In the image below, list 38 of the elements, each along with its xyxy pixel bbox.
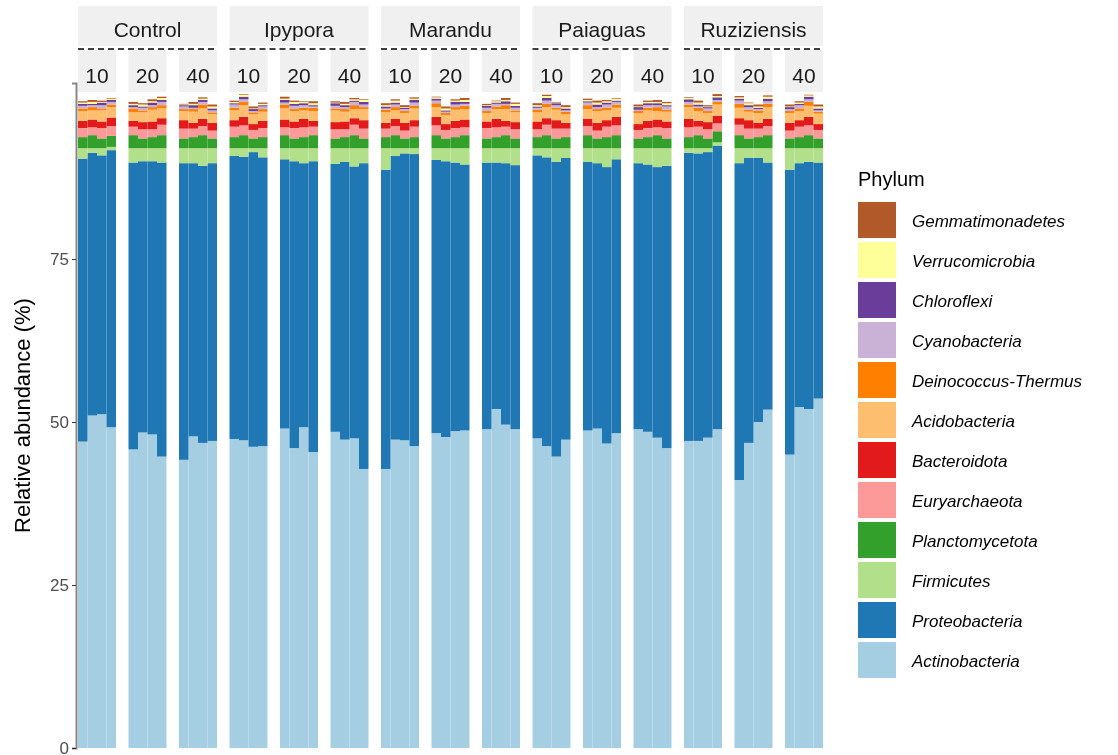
y-tick-label: 0 (59, 738, 69, 755)
legend-title: Phylum (858, 168, 925, 190)
annotation: 10 (388, 64, 412, 87)
annotation: 20 (741, 64, 766, 87)
annotation: 10 (236, 64, 261, 87)
legend-label: Deinococcus-Thermus (912, 372, 1083, 391)
legend-label: Chloroflexi (912, 292, 994, 311)
annotation: 40 (186, 64, 210, 87)
annotation: 40 (489, 64, 513, 87)
legend-label: Bacteroidota (912, 452, 1008, 471)
annotation: 20 (135, 64, 160, 87)
y-tick-label: 75 (50, 249, 69, 269)
annotation: 40 (792, 64, 816, 87)
annotation: 10 (85, 64, 109, 87)
annotation: 20 (438, 64, 463, 87)
legend-label: Planctomycetota (912, 532, 1038, 551)
annotation: 40 (337, 64, 362, 87)
text: Ruziziensis (700, 18, 807, 41)
y-tick-label: 25 (50, 575, 69, 595)
legend-label: Euryarchaeota (912, 492, 1023, 511)
annotation: 20 (590, 64, 614, 87)
legend-label: Acidobacteria (911, 412, 1016, 431)
legend-label: Proteobacteria (912, 612, 1023, 631)
text: Paiaguas (558, 18, 646, 41)
annotation: 10 (691, 64, 715, 87)
annotation: 20 (287, 64, 311, 87)
annotation: 40 (640, 64, 665, 87)
legend-label: Verrucomicrobia (912, 252, 1036, 271)
legend-label: Gemmatimonadetes (912, 212, 1066, 231)
y-tick-label: 50 (50, 412, 69, 432)
legend-label: Actinobacteria (911, 652, 1020, 671)
text: Control (113, 18, 182, 41)
text: Marandu (409, 18, 492, 41)
legend-label: Firmicutes (912, 572, 991, 591)
legend-label: Cyanobacteria (912, 332, 1022, 351)
annotation: 10 (539, 64, 564, 87)
y-axis-title: Relative abundance (%) (10, 298, 35, 533)
text: Ipypora (263, 18, 335, 41)
